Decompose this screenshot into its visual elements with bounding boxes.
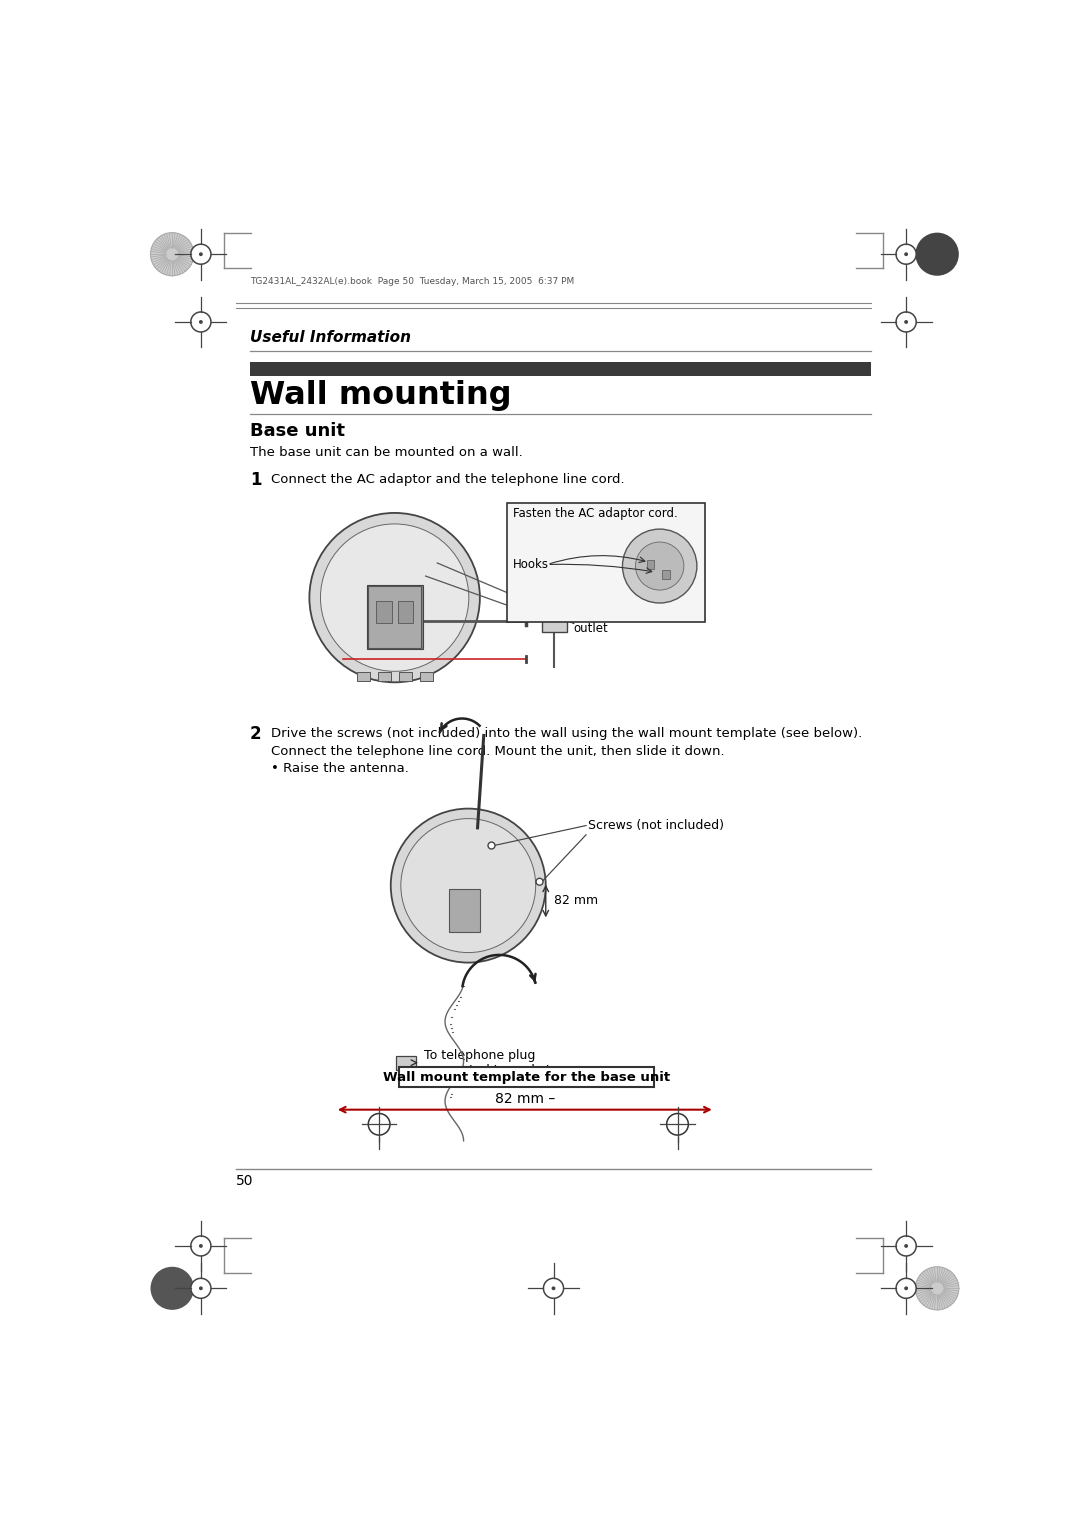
Circle shape xyxy=(896,312,916,332)
Circle shape xyxy=(896,1236,916,1256)
Text: 1: 1 xyxy=(249,471,261,489)
Circle shape xyxy=(199,1287,203,1290)
Circle shape xyxy=(552,1287,555,1290)
Bar xyxy=(507,503,704,622)
Text: • Raise the antenna.: • Raise the antenna. xyxy=(271,762,409,775)
Circle shape xyxy=(904,319,908,324)
Circle shape xyxy=(543,1279,564,1299)
Text: 50: 50 xyxy=(235,1174,253,1187)
Text: Connect the AC adaptor and the telephone line cord.: Connect the AC adaptor and the telephone… xyxy=(271,474,625,486)
Text: Base unit: Base unit xyxy=(249,422,345,440)
Circle shape xyxy=(536,879,543,885)
Circle shape xyxy=(199,1244,203,1248)
Text: Wall mount template for the base unit: Wall mount template for the base unit xyxy=(382,1071,670,1083)
Circle shape xyxy=(916,232,959,275)
Bar xyxy=(542,594,567,633)
Circle shape xyxy=(191,1236,211,1256)
Circle shape xyxy=(904,1244,908,1248)
Text: 82 mm: 82 mm xyxy=(554,894,597,908)
Circle shape xyxy=(150,232,194,275)
Text: 2: 2 xyxy=(249,724,261,743)
Bar xyxy=(420,672,433,681)
Bar xyxy=(400,672,411,681)
Text: 82 mm –: 82 mm – xyxy=(495,1093,555,1106)
Bar xyxy=(376,602,392,623)
Circle shape xyxy=(191,1279,211,1299)
Text: Fasten the AC adaptor cord.: Fasten the AC adaptor cord. xyxy=(513,507,678,520)
Circle shape xyxy=(191,312,211,332)
Bar xyxy=(378,672,391,681)
Circle shape xyxy=(896,1279,916,1299)
Bar xyxy=(368,587,421,648)
Text: Connect the telephone line cord. Mount the unit, then slide it down.: Connect the telephone line cord. Mount t… xyxy=(271,746,725,758)
Bar xyxy=(449,889,480,932)
Text: Hooks: Hooks xyxy=(513,558,550,571)
Text: Drive the screws (not included) into the wall using the wall mount template (see: Drive the screws (not included) into the… xyxy=(271,727,863,741)
Bar xyxy=(399,1068,654,1088)
Circle shape xyxy=(150,1267,194,1309)
Circle shape xyxy=(904,252,908,257)
Text: To telephone plug
connected to socket: To telephone plug connected to socket xyxy=(424,1048,551,1077)
Bar xyxy=(396,1056,416,1070)
Circle shape xyxy=(321,524,469,671)
Circle shape xyxy=(916,1267,959,1309)
Text: Wall mounting: Wall mounting xyxy=(249,379,511,411)
Bar xyxy=(249,362,872,376)
Text: Screws (not included): Screws (not included) xyxy=(589,819,725,833)
Text: Useful Information: Useful Information xyxy=(249,330,410,345)
Bar xyxy=(647,559,654,568)
Bar xyxy=(357,672,369,681)
Bar xyxy=(662,570,670,579)
Circle shape xyxy=(199,319,203,324)
Circle shape xyxy=(622,529,697,604)
Circle shape xyxy=(199,252,203,257)
Text: The base unit can be mounted on a wall.: The base unit can be mounted on a wall. xyxy=(249,446,523,460)
Circle shape xyxy=(904,1287,908,1290)
Circle shape xyxy=(191,244,211,264)
Text: TG2431AL_2432AL(e).book  Page 50  Tuesday, March 15, 2005  6:37 PM: TG2431AL_2432AL(e).book Page 50 Tuesday,… xyxy=(249,278,573,286)
Text: To power
outlet: To power outlet xyxy=(572,607,625,634)
Circle shape xyxy=(896,244,916,264)
Circle shape xyxy=(309,513,480,683)
Circle shape xyxy=(488,842,495,850)
Circle shape xyxy=(391,808,545,963)
Bar xyxy=(367,585,422,649)
Circle shape xyxy=(401,819,536,952)
Bar xyxy=(397,602,414,623)
Circle shape xyxy=(635,542,684,590)
